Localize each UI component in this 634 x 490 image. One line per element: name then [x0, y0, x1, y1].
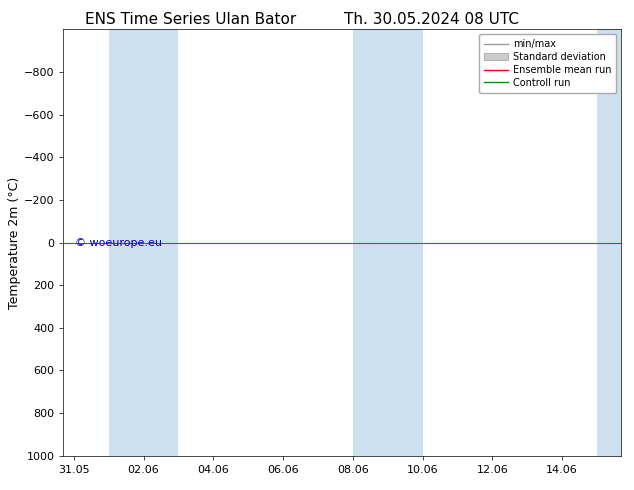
Text: Th. 30.05.2024 08 UTC: Th. 30.05.2024 08 UTC: [344, 12, 519, 27]
Legend: min/max, Standard deviation, Ensemble mean run, Controll run: min/max, Standard deviation, Ensemble me…: [479, 34, 616, 93]
Bar: [353, 29, 422, 456]
Bar: [109, 29, 179, 456]
Y-axis label: Temperature 2m (°C): Temperature 2m (°C): [8, 176, 21, 309]
Text: ENS Time Series Ulan Bator: ENS Time Series Ulan Bator: [84, 12, 296, 27]
Bar: [597, 29, 621, 456]
Text: © woeurope.eu: © woeurope.eu: [75, 238, 162, 247]
